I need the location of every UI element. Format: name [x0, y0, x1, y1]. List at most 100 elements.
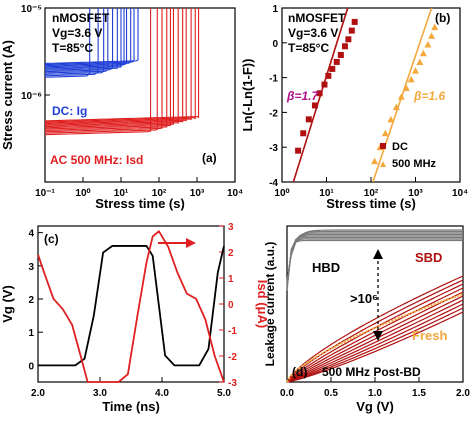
- panel-c-xlabel: Time (ns): [102, 399, 160, 414]
- panel-b-xtick-label: 10²: [364, 188, 379, 199]
- panel-b-dc-point: [325, 72, 332, 79]
- panel-d: 0.0 0.5 1.0 1.5 2.0 HBD SBD >10⁶ Fresh (d) 5…: [263, 225, 470, 414]
- panel-b-data: [292, 7, 439, 183]
- panel-b-xtick-label: 10⁰: [274, 188, 289, 199]
- panel-d-xtick-label: 1.0: [368, 388, 382, 399]
- panel-c-vg-line: [38, 245, 225, 367]
- panel-b-ac-point: [402, 84, 410, 92]
- panel-c-ylabel: Vg (V): [0, 285, 15, 323]
- panel-b-annotation-3: T=85°C: [288, 41, 329, 55]
- panel-c-xtick-label: 3.0: [93, 388, 107, 399]
- panel-d-hbd-curve: [286, 236, 463, 288]
- panel-d-ticks: 0.0 0.5 1.0 1.5 2.0: [280, 377, 470, 399]
- panel-d-hbd-curve: [286, 229, 463, 281]
- panel-c-y2tick-label: 2: [228, 248, 234, 259]
- panel-d-fresh-curve: [286, 292, 464, 383]
- panel-c-xtick-label: 2.0: [31, 388, 45, 399]
- panel-a-dc-trace: [44, 8, 105, 75]
- panel-a-annotation-3: T=85°C: [52, 41, 93, 55]
- panel-a-dc-trace: [44, 8, 118, 71]
- panel-b-label: (b): [435, 11, 450, 25]
- panel-d-hbd-curve: [286, 239, 463, 291]
- panel-d-sbd-curve: [286, 303, 464, 383]
- panel-c-ytick-label: 4: [28, 229, 34, 240]
- panel-b-ytick-label: -2: [269, 108, 278, 119]
- panel-d-hbd-curve: [286, 233, 463, 285]
- panel-c-ticks: 2.0 3.0 4.0 5.0 0 1 2 3 4 3 2 1 0 -1 -2 -3: [28, 222, 237, 399]
- panel-b-ac-point: [424, 41, 432, 48]
- panel-b-dc-point: [345, 36, 352, 43]
- panel-c-y2tick-label: 1: [228, 274, 234, 285]
- panel-d-hbd-curve: [286, 235, 463, 287]
- panel-a-ac-trace: [44, 8, 163, 133]
- panel-c-y2tick-label: 3: [228, 222, 234, 233]
- panel-b-dc-point: [337, 51, 344, 58]
- panel-a-dc-trace: [44, 8, 91, 78]
- panel-a-ytick-label: 10⁻⁶: [21, 91, 42, 102]
- panel-b-ylabel: Ln(-Ln(1-F)): [240, 59, 255, 132]
- panel-c-xtick-label: 5.0: [217, 388, 231, 399]
- panel-b-annotation-2: Vg=3.6 V: [288, 26, 338, 40]
- panel-a-ylabel: Stress current (A): [0, 40, 15, 150]
- panel-a-ac-trace: [44, 8, 200, 122]
- panel-d-annotation-fresh: Fresh: [412, 328, 447, 343]
- panel-b-xtick-label: 10⁴: [452, 188, 468, 199]
- panel-a-annotation-1: nMOSFET: [52, 11, 110, 25]
- panel-c-y2tick-label: -1: [228, 326, 237, 337]
- panel-b-ac-point: [416, 58, 424, 65]
- panel-d-title: 500 MHz Post-BD: [322, 365, 421, 379]
- panel-b-dc-point: [351, 18, 358, 25]
- panel-b-ytick-label: -1: [269, 74, 278, 85]
- panel-d-annotation-hbd: HBD: [312, 260, 340, 275]
- panel-b-ytick-label: -4: [269, 178, 278, 189]
- panel-b-dc-point: [316, 90, 323, 97]
- panel-a-xtick-label: 10³: [190, 188, 205, 199]
- panel-a-ac-trace: [44, 8, 174, 129]
- panel-a-dc-trace: [44, 8, 128, 68]
- panel-a-ac-trace: [44, 8, 196, 123]
- panel-b-annotation-1: nMOSFET: [288, 11, 346, 25]
- panel-b-ytick-label: 1: [272, 4, 278, 15]
- panel-c-y2label: Isd (μA): [255, 280, 270, 328]
- panel-c-ytick-label: 0: [28, 361, 34, 372]
- panel-c-arrow-head: [186, 238, 196, 248]
- panel-d-hbd-curve: [286, 238, 463, 290]
- panel-b-dc-point: [300, 130, 307, 137]
- panel-d-xlabel: Vg (V): [356, 399, 394, 414]
- panel-d-sbd-curve: [286, 283, 464, 383]
- panel-a-xtick-label: 10²: [152, 188, 167, 199]
- panel-c-y2tick-label: 0: [228, 300, 234, 311]
- panel-b-beta-dc: β=1.7: [286, 89, 319, 103]
- panel-b-ac-point: [387, 115, 395, 123]
- panel-d-hbd-curve: [286, 230, 463, 282]
- panel-a-label: (a): [202, 151, 217, 165]
- panel-b-ac-point: [428, 32, 436, 39]
- panel-c-ytick-label: 3: [28, 262, 34, 273]
- panel-d-data: [286, 229, 464, 383]
- panel-d-ylabel: Leakage current (a.u.): [263, 242, 277, 367]
- panel-b-ytick-label: -3: [269, 143, 278, 154]
- panel-b-ticks: 10⁰ 10¹ 10² 10³ 10⁴ 1 0 -1 -2 -3 -4: [269, 4, 468, 199]
- panel-a-ac-trace: [44, 8, 179, 128]
- panel-a-ac-trace: [44, 8, 184, 126]
- panel-b-dc-point: [311, 102, 318, 109]
- panel-a-xtick-label: 10¹: [114, 188, 129, 199]
- panel-b-dc-point: [329, 65, 336, 72]
- panel-d-xtick-label: 0.0: [280, 388, 294, 399]
- panel-d-xtick-label: 2.0: [456, 388, 470, 399]
- panel-a-dc-trace: [44, 8, 114, 73]
- panel-a-ac-trace: [44, 8, 171, 130]
- panel-d-xtick-label: 1.5: [412, 388, 426, 399]
- panel-b-dc-point: [348, 27, 355, 34]
- panel-b-ac-point: [407, 75, 415, 83]
- panel-b-ac-point: [419, 49, 427, 57]
- panel-b-ac-point: [381, 129, 389, 137]
- panel-c-ytick-label: 1: [28, 328, 34, 339]
- panel-c-y2tick-label: -3: [228, 378, 237, 389]
- panel-c-y2tick-label: -2: [228, 352, 237, 363]
- panel-a-legend-ac: AC 500 MHz: Isd: [50, 153, 143, 167]
- panel-a-dc-trace: [44, 8, 99, 77]
- panel-b: 10⁰ 10¹ 10² 10³ 10⁴ 1 0 -1 -2 -3 -4 nMOSFET Vg=3.6…: [240, 4, 468, 211]
- panel-a-dc-trace: [44, 8, 135, 66]
- panel-d-label: (d): [292, 365, 307, 379]
